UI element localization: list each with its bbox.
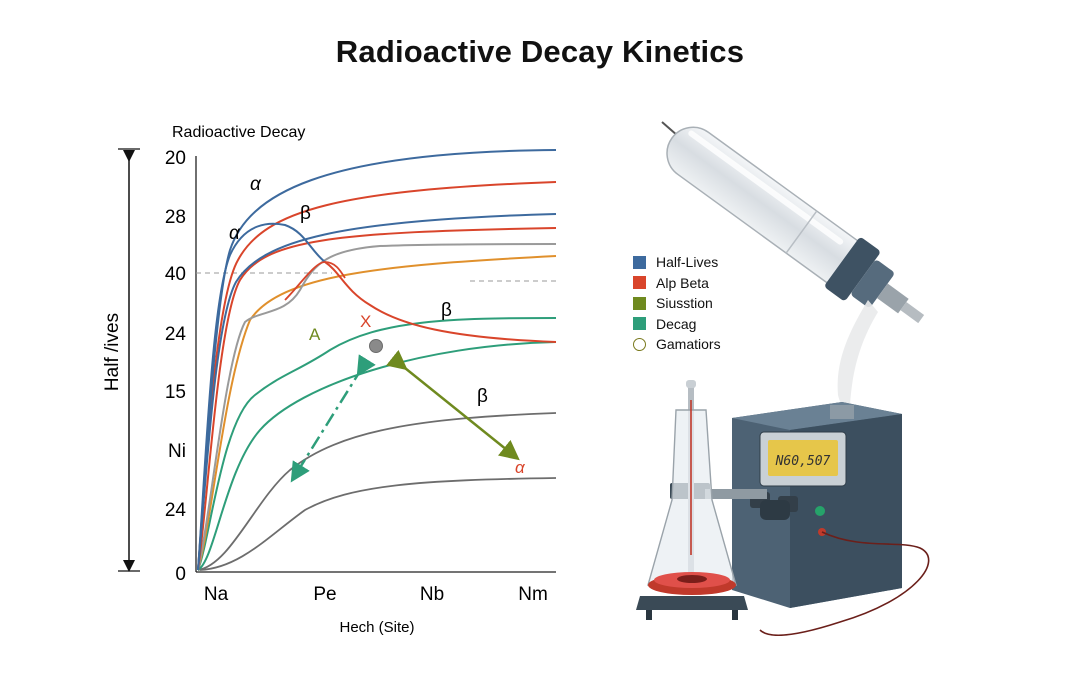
olive-double-arrow [385,349,520,461]
x-tick-label: Nb [420,584,444,605]
teal-double-arrow [290,354,376,483]
legend-item: Decag [633,314,721,335]
legend-item: Alp Beta [633,273,721,294]
y-tick-label: 40 [165,264,186,285]
series-line-red-top [197,181,557,571]
legend-item: Half-Lives [633,252,721,273]
legend-swatch [633,276,646,290]
legend-swatch [633,317,646,331]
annotation-label: X [360,312,371,331]
y-tick-label: 15 [165,382,186,403]
lab-illustration: N60,507 [636,121,930,637]
series-line-orange [197,255,557,571]
series-line-red-bump [284,261,346,301]
series-line-gray-low [199,477,557,571]
annotation-label: β [477,386,488,407]
series-line-blue-peak [197,222,326,571]
marker-point [369,339,383,353]
annotation-label: β [441,300,452,321]
series-line-gray-mid [197,412,557,571]
y-tick-label: 28 [165,207,186,228]
annotation-label: α [229,223,241,244]
y-tick-label: 24 [165,324,187,345]
series-line-red-upper [197,227,557,571]
y-tick-label: Ni [168,441,186,462]
y-axis-label: Half /ives [102,313,123,391]
chart-title: Radioactive Decay [172,124,305,141]
series-curves [197,149,557,571]
legend-swatch [633,296,646,310]
y-tick-label: 0 [175,564,186,585]
series-line-teal-low [197,341,557,571]
legend-label: Alp Beta [656,274,709,291]
legend-label: Decag [656,315,697,332]
glass-tube [666,126,925,324]
series-line-lightgray [197,243,557,571]
annotation-label: β [300,203,311,224]
legend-swatch [633,255,646,269]
legend-label: Half-Lives [656,254,719,270]
annotation-label: α [515,458,526,477]
series-line-blue-top [197,149,557,571]
series-line-red-peak [324,261,557,343]
y-tick-label: 24 [165,500,187,521]
legend-label: Gamatiors [656,336,721,352]
legend-swatch [633,337,646,351]
series-line-teal-mid [197,317,557,571]
vapor-stream [837,300,878,407]
legend-label: Siusstion [656,295,713,311]
series-line-blue-mid [197,213,557,571]
meter-display-readout: N60,507 [775,454,831,469]
y-tick-labels: 20 28 40 24 15 Ni 24 0 [165,148,187,585]
x-tick-label: Nm [518,584,548,605]
y-tick-label: 20 [165,148,186,169]
x-axis-label: Hech (Site) [339,619,414,636]
legend-item: Gamatiors [633,334,721,355]
x-tick-label: Na [204,584,229,605]
x-tick-labels: Na Pe Nb Nm [204,584,548,605]
legend-item: Siusstion [633,293,721,314]
x-tick-label: Pe [313,584,336,605]
annotation-label: A [309,325,321,344]
page-title: Radioactive Decay Kinetics [335,34,745,69]
annotation-label: α [250,174,262,195]
legend: Half-Lives Alp Beta Siusstion Decag Gama… [633,252,721,355]
